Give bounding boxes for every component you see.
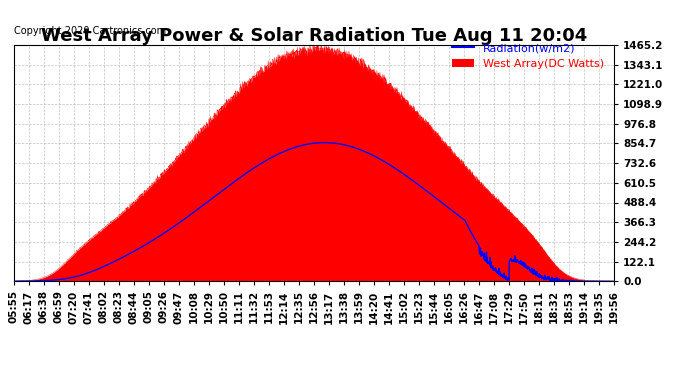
Legend: Radiation(w/m2), West Array(DC Watts): Radiation(w/m2), West Array(DC Watts) <box>447 39 609 73</box>
Text: Copyright 2020 Cartronics.com: Copyright 2020 Cartronics.com <box>14 26 166 36</box>
Title: West Array Power & Solar Radiation Tue Aug 11 20:04: West Array Power & Solar Radiation Tue A… <box>41 27 587 45</box>
